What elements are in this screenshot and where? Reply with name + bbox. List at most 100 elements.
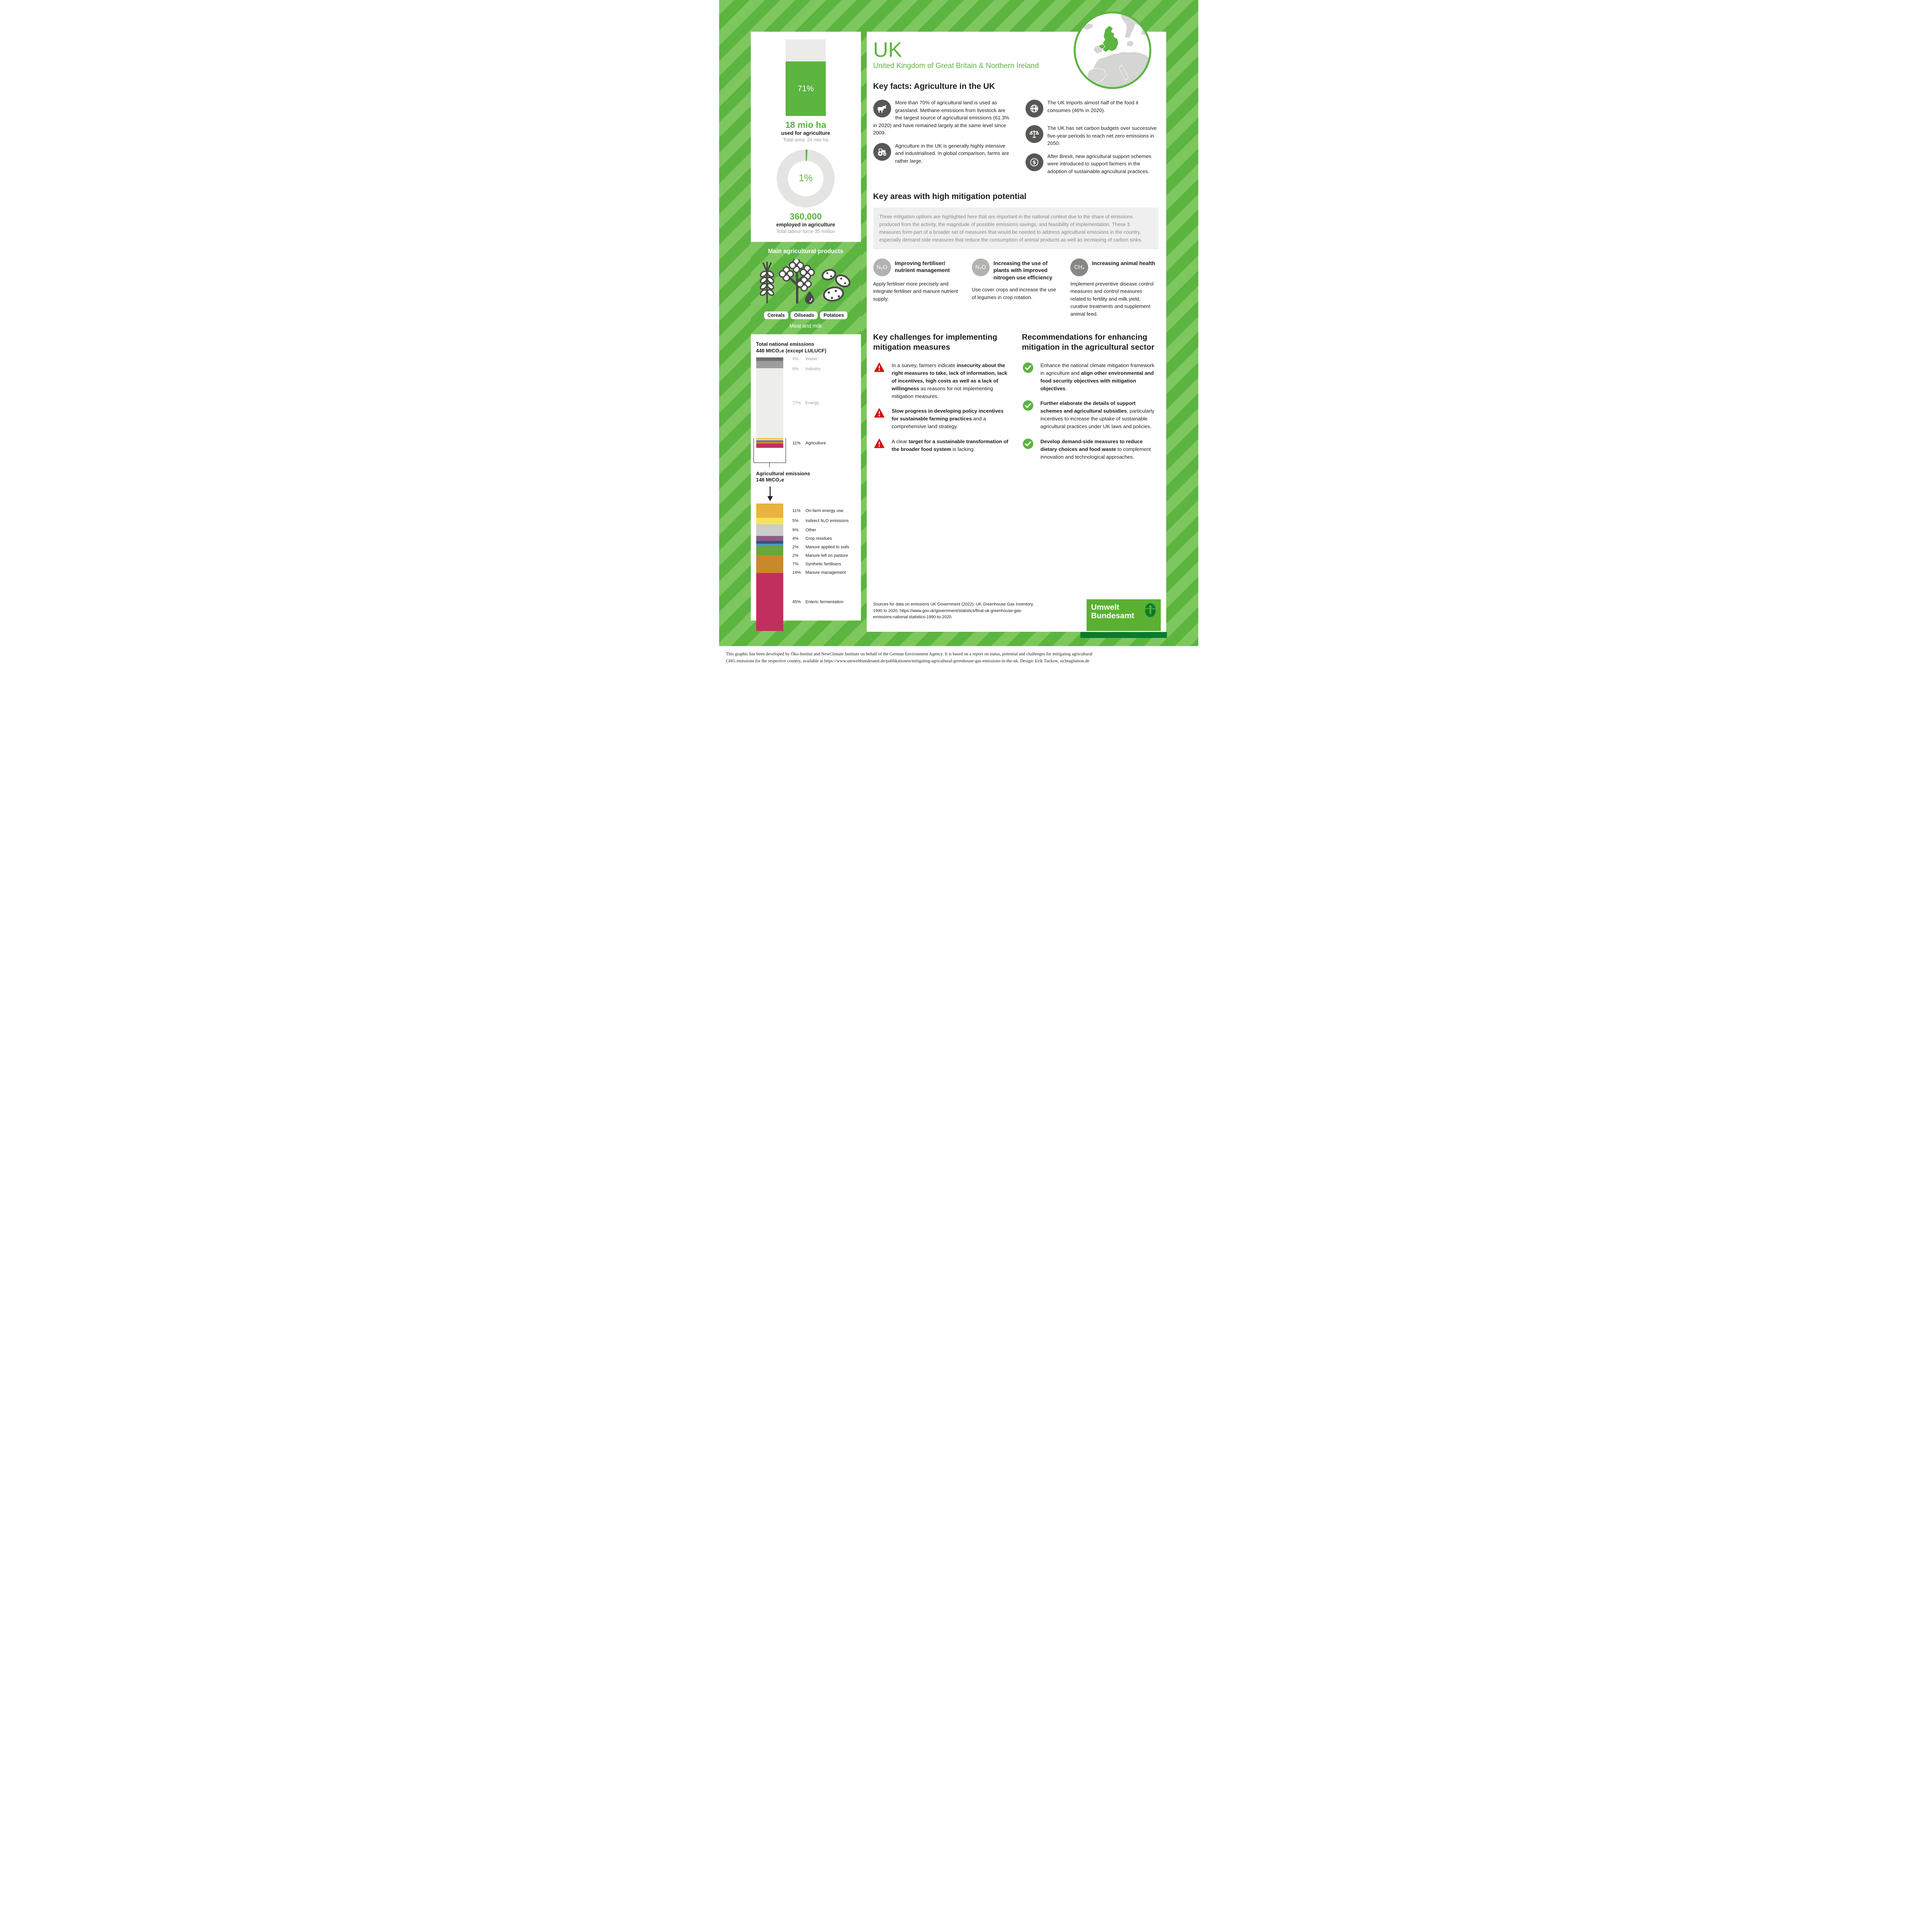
products-extra: Meat and milk [789,323,822,329]
challenges-title: Key challenges for implementing mitigati… [873,333,997,352]
n2o-icon: N₂O [873,258,891,276]
challenge-text: In a survey, farmers indicate insecurity… [891,362,1007,400]
segment-waste [756,357,783,361]
agriculture-bracket [753,438,786,463]
national-emissions-chart: Total national emissions 448 MtCO₂e (exc… [751,341,861,468]
globe-import-icon [1025,100,1043,117]
warning-icon [874,362,885,374]
agricultural-emissions-bar [756,503,783,631]
challenge-text: A clear target for a sustainable transfo… [891,438,1009,452]
challenge-item: A clear target for a sustainable transfo… [873,438,1010,453]
striped-frame: 71% 18 mio ha used for agriculture Total… [719,0,1198,646]
land-use-bar: 71% [786,39,826,116]
fact-carbon-budgets: The UK has set carbon budgets over succe… [1025,124,1158,147]
labour-caption: employed in agriculture [776,222,835,228]
fact-text: More than 70% of agricultural land is us… [873,100,1009,136]
fact-text: The UK has set carbon budgets over succe… [1047,125,1157,146]
segment-industry [756,361,783,368]
legend-crop-residues: 4% Crop residues [792,536,832,541]
check-icon [1022,362,1033,375]
segment-synthetic-fertilisers [756,546,783,555]
segment-manure-management [756,555,783,573]
challenge-item: In a survey, farmers indicate insecurity… [873,362,1010,400]
wheat-icon [759,261,776,306]
segment-indirect-n-o-emissions [756,517,783,524]
key-facts-right-column: The UK imports almost half of the food i… [1025,99,1158,180]
legend-manure-applied-to-soils: 2% Manure applied to soils [792,544,849,549]
mitigation-section: Key areas with high mitigation potential… [873,192,1158,318]
legend-manure-left-on-pasture: 2% Manure left on pasture [792,553,848,558]
fact-text: The UK imports almost half of the food i… [1047,100,1138,113]
legend-energy: 77% Energy [792,401,819,406]
legend-other: 9% Other [792,527,816,532]
segment-enteric-fermentation [756,573,783,631]
dollar-icon: $ [1025,153,1043,171]
land-pct-label: 71% [797,84,814,93]
n2o-icon: N₂O [971,258,990,276]
fact-text: Agriculture in the UK is generally highl… [895,143,1009,164]
option-heading: Increasing the use of plants with improv… [993,260,1053,281]
land-use-chart: 71% 18 mio ha used for agriculture Total… [751,32,861,143]
segment-energy [756,368,783,438]
fact-grassland: More than 70% of agricultural land is us… [873,99,1013,137]
legend-agriculture: 11% Agriculture [792,440,826,446]
europe-map [1072,9,1153,91]
fact-imports: The UK imports almost half of the food i… [1025,99,1158,119]
svg-text:$: $ [1032,159,1036,165]
fact-text: After Brexit, new agricultural support s… [1047,153,1152,174]
option-body: Apply fertiliser more precisely and inte… [873,281,958,302]
check-icon [1022,438,1033,451]
footer-disclaimer: This graphic has been developed by Öko-I… [719,646,1198,678]
warning-icon [874,408,885,420]
tag-cereals: Cereals [764,311,789,319]
recommendation-item: Develop demand-side measures to reduce d… [1022,438,1158,461]
agricultural-emissions-legend: 11% On-farm energy use 5% Indirect N₂O emis… [793,503,856,631]
legend-indirect-n-o-emissions: 5% Indirect N₂O emissions [792,519,849,524]
droplet-icon [805,291,814,304]
segment-agriculture [756,438,783,448]
challenge-text: Slow progress in developing policy incen… [891,408,1004,430]
key-facts-title: Key facts: Agriculture in the UK [873,82,995,91]
segment-manure-left-on-pasture [756,543,783,546]
recommendation-item: Further elaborate the details of support… [1022,400,1158,430]
national-emissions-title: Total national emissions 448 MtCO₂e (exc… [756,341,827,354]
logo-text: Umwelt Bundesamt [1091,603,1135,620]
segment-on-farm-energy-use [756,503,783,518]
option-body: Use cover crops and increase the use of … [971,287,1056,300]
labour-pct-label: 1% [798,173,813,184]
oilseed-flower-icon [779,257,816,306]
fact-intensive: Agriculture in the UK is generally highl… [873,142,1013,165]
country-name-subtitle: United Kingdom of Great Britain & Northe… [873,62,1039,70]
sidebar: 71% 18 mio ha used for agriculture Total… [750,32,861,631]
footer-line2: GHG emissions for the respective country… [726,658,1090,663]
mitigation-title: Key areas with high mitigation potential [873,192,1027,201]
down-arrow-icon [767,486,773,502]
footer-line1: This graphic has been developed by Öko-I… [726,652,1092,656]
national-emissions-legend: 4% Waste 8% Industry 77% Energy 11% Agriculture [793,357,856,448]
legend-synthetic-fertilisers: 7% Synthetic fertilisers [792,561,841,566]
key-facts-left-column: More than 70% of agricultural land is us… [873,99,1013,180]
labour-headline: 360,000 [789,211,822,221]
agricultural-emissions-title: Agricultural emissions 148 MtCO₂e [756,470,810,483]
segment-crop-residues [756,536,783,541]
recommendations-title: Recommendations for enhancing mitigation… [1022,333,1155,352]
land-caption: used for agriculture [781,130,830,136]
ch4-icon: CH₄ [1070,258,1089,276]
mitigation-intro: Three mitigation options are highlighted… [873,207,1158,249]
bracket-tick [769,463,770,468]
recommendations-column: Recommendations for enhancing mitigation… [1022,332,1158,468]
cow-icon [873,100,891,117]
sources-text: Sources for data on emissions UK Governm… [873,602,1034,619]
logo-band [1080,632,1167,638]
labour-donut-hole: 1% [788,160,823,196]
potatoes-icon [819,265,853,306]
recommendation-item: Enhance the national climate mitigation … [1022,362,1158,393]
country-code-title: UK [873,38,902,61]
legend-enteric-fermentation: 45% Enteric fermentation [792,600,844,605]
warning-icon [874,438,885,451]
tag-potatoes: Potatoes [820,311,848,319]
legend-industry: 8% Industry [792,367,821,372]
segment-other [756,524,783,536]
main-content: UK United Kingdom of Great Britain & Nor… [866,32,1167,638]
fact-support-schemes: $ After Brexit, new agricultural support… [1025,153,1158,175]
